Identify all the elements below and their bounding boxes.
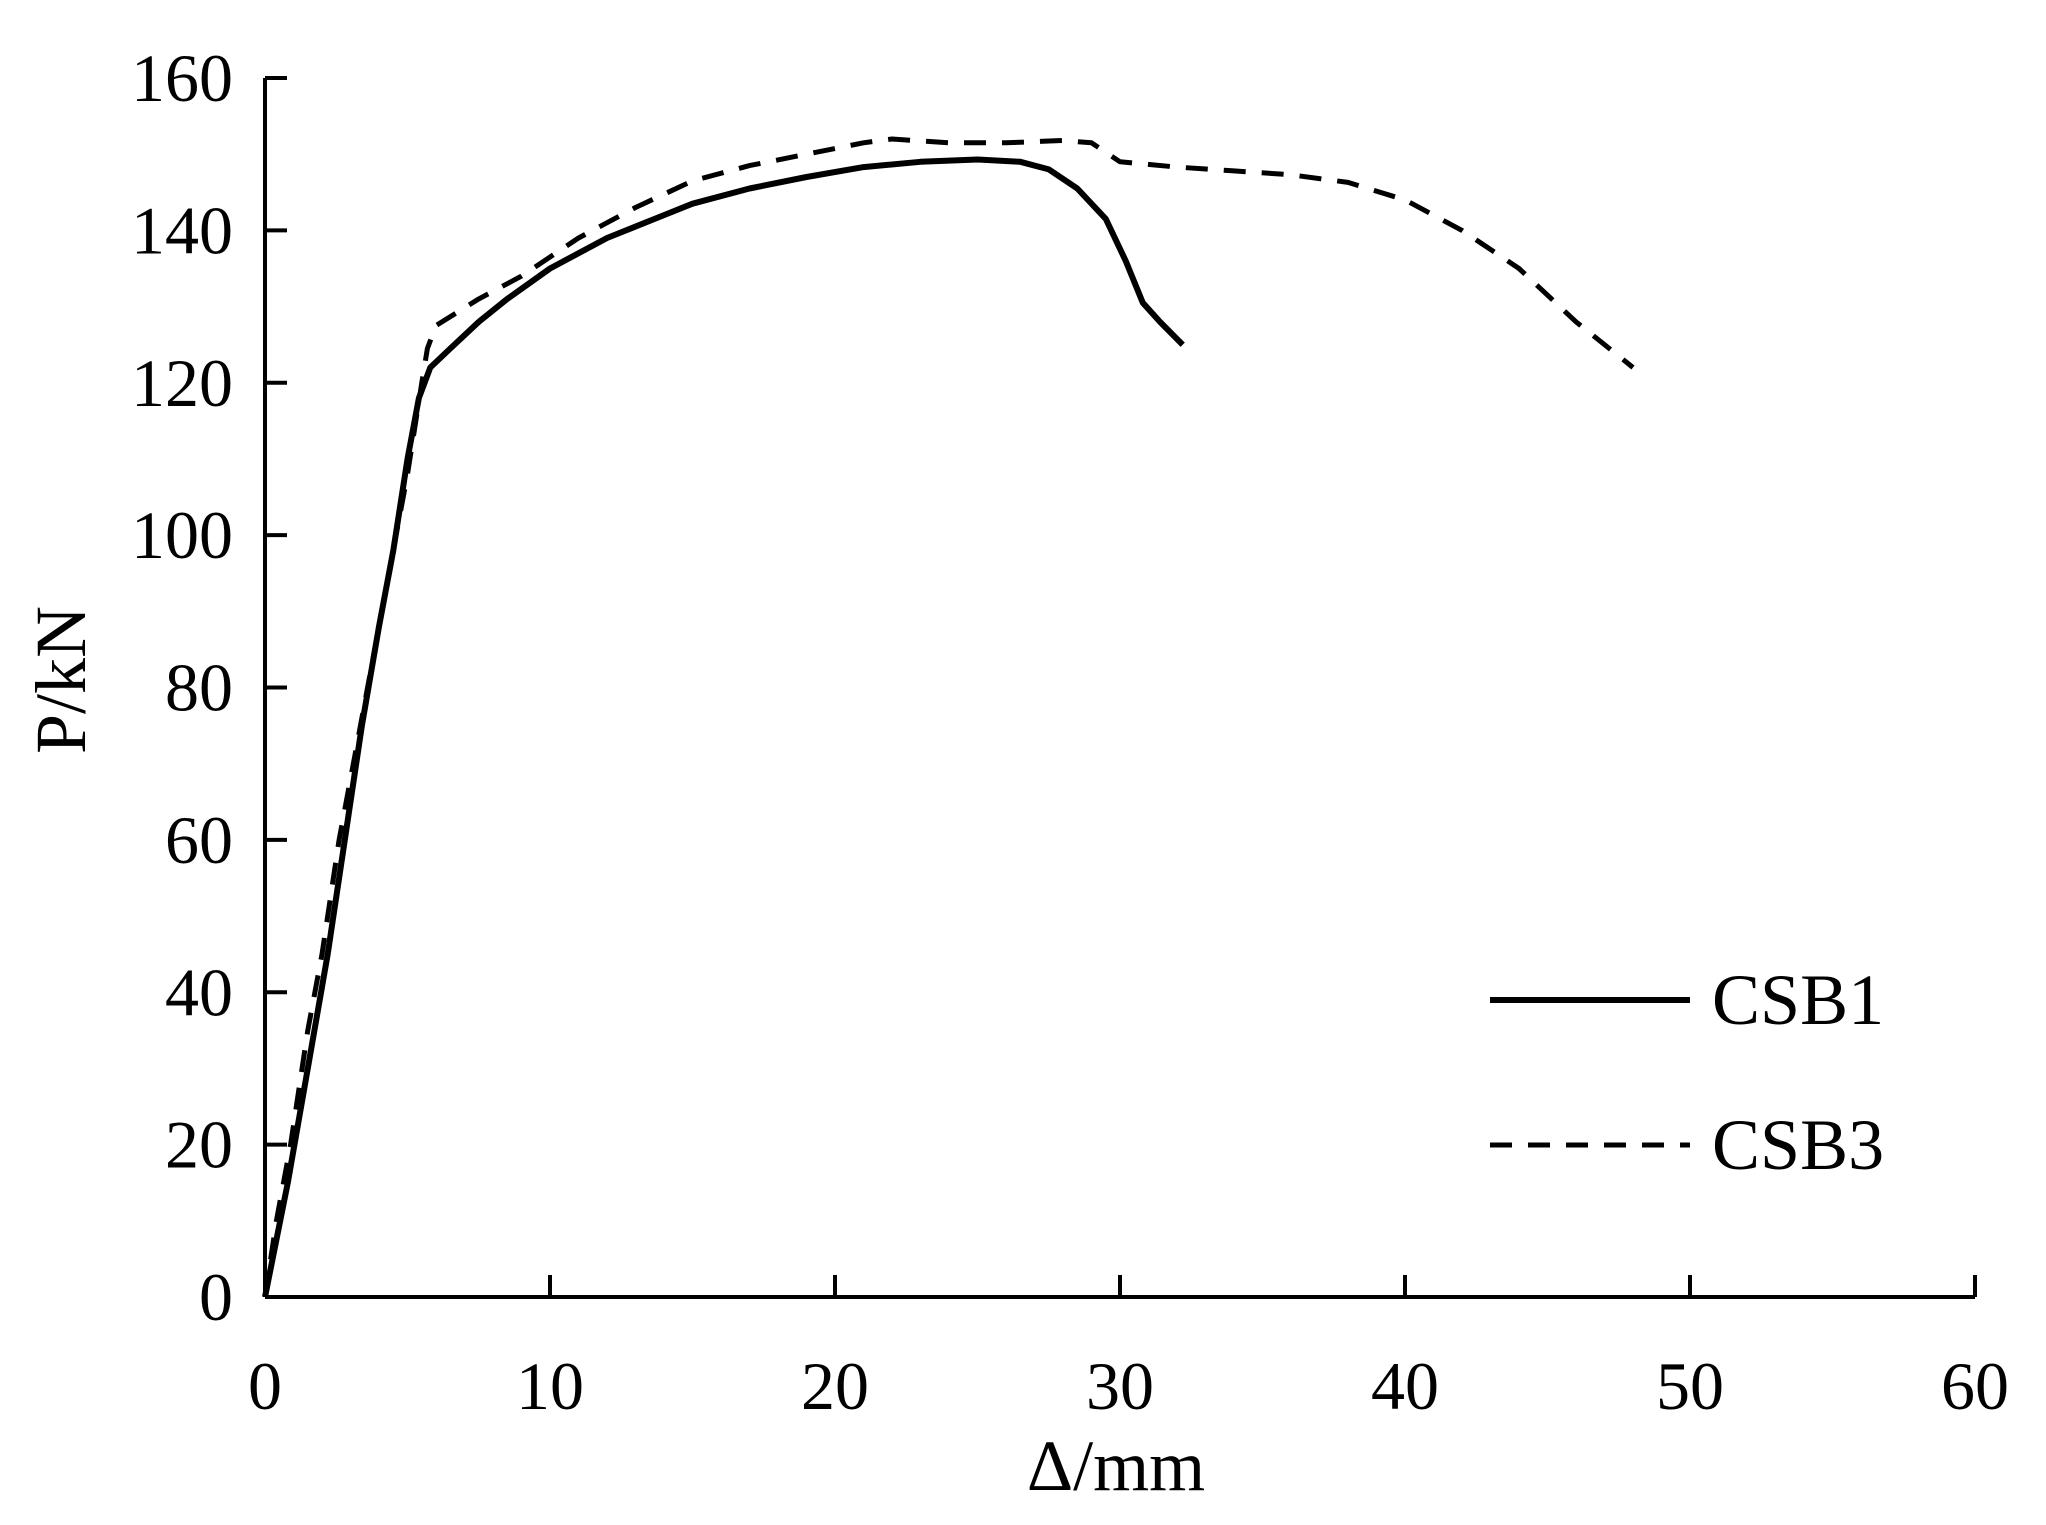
y-tick-label: 160 xyxy=(131,40,233,116)
y-tick-label: 80 xyxy=(165,650,233,726)
legend-label-csb3: CSB3 xyxy=(1712,1105,1884,1185)
y-tick-label: 120 xyxy=(131,345,233,421)
x-ticks: 0 10 20 30 40 50 60 xyxy=(248,1275,2009,1424)
x-tick-label: 20 xyxy=(801,1348,869,1424)
legend-label-csb1: CSB1 xyxy=(1712,960,1884,1040)
y-tick-label: 60 xyxy=(165,802,233,878)
x-axis-title: Δ/mm xyxy=(1027,1426,1205,1506)
y-tick-label: 100 xyxy=(131,497,233,573)
x-tick-label: 40 xyxy=(1371,1348,1439,1424)
x-tick-label: 30 xyxy=(1086,1348,1154,1424)
y-tick-label: 140 xyxy=(131,192,233,268)
y-ticks: 0 20 40 60 80 100 120 140 160 xyxy=(131,40,287,1335)
x-tick-label: 60 xyxy=(1941,1348,2009,1424)
series-group xyxy=(262,136,1635,1298)
x-tick-label: 50 xyxy=(1656,1348,1724,1424)
series-line-csb1 xyxy=(262,156,1185,1298)
x-tick-label: 0 xyxy=(248,1348,282,1424)
y-tick-label: 20 xyxy=(165,1107,233,1183)
x-tick-label: 10 xyxy=(516,1348,584,1424)
y-axis-title: P/kN xyxy=(21,606,101,754)
series-line-csb3 xyxy=(262,136,1635,1298)
y-tick-label: 40 xyxy=(165,954,233,1030)
y-tick-label: 0 xyxy=(199,1259,233,1335)
axes: 0 20 40 60 80 100 120 140 160 0 10 20 30 40 50 60 xyxy=(131,40,2009,1424)
legend: CSB1 CSB3 xyxy=(1490,960,1884,1185)
